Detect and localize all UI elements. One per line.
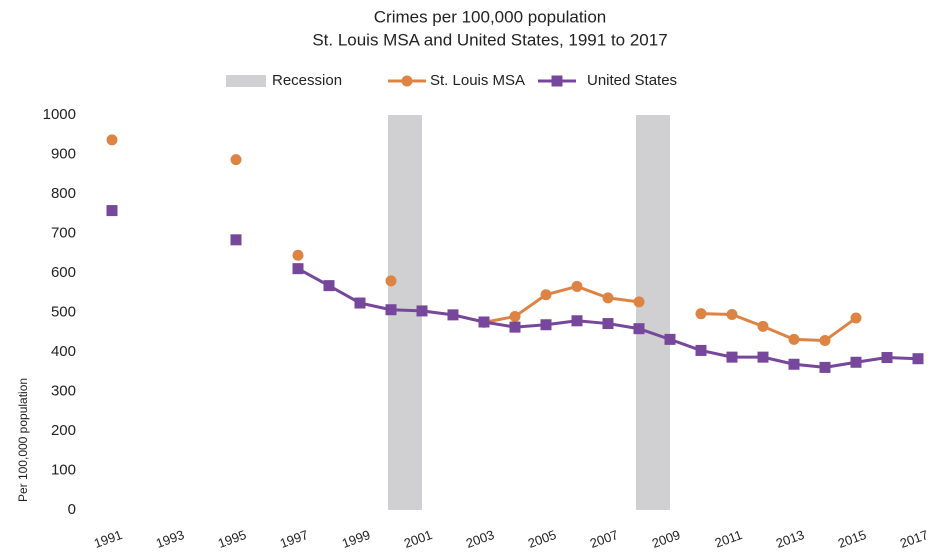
legend-label: United States	[587, 72, 677, 89]
marker	[385, 275, 397, 287]
marker	[788, 358, 800, 370]
legend-label: Recession	[272, 72, 342, 89]
x-tick-label: 1999	[340, 527, 372, 551]
marker	[230, 154, 242, 166]
marker	[571, 315, 583, 327]
x-tick-label: 2017	[898, 527, 930, 551]
marker	[106, 134, 118, 146]
y-tick-label: 700	[51, 224, 76, 241]
x-tick-label: 1997	[278, 527, 310, 551]
marker	[478, 316, 490, 328]
marker	[416, 305, 428, 317]
marker	[447, 309, 459, 321]
marker	[912, 353, 924, 365]
y-tick-label: 500	[51, 303, 76, 320]
y-tick-label: 300	[51, 382, 76, 399]
x-tick-label: 1995	[216, 527, 248, 551]
marker	[881, 352, 893, 364]
legend-marker	[401, 75, 413, 87]
marker	[509, 310, 521, 322]
legend-label: St. Louis MSA	[430, 72, 525, 89]
y-tick-label: 900	[51, 145, 76, 162]
marker	[695, 344, 707, 356]
marker	[819, 361, 831, 373]
legend-marker	[551, 75, 563, 87]
x-tick-label: 1991	[92, 527, 124, 551]
marker	[354, 297, 366, 309]
marker	[540, 289, 552, 301]
marker	[509, 321, 521, 333]
marker	[292, 249, 304, 261]
y-tick-label: 200	[51, 422, 76, 439]
y-axis-title: Per 100,000 population	[16, 378, 30, 502]
marker	[571, 280, 583, 292]
x-tick-label: 2003	[464, 527, 496, 551]
marker	[819, 335, 831, 347]
x-tick-label: 2005	[526, 527, 558, 551]
y-tick-label: 100	[51, 461, 76, 478]
marker	[323, 280, 335, 292]
marker	[850, 312, 862, 324]
y-tick-label: 0	[68, 501, 76, 518]
x-tick-label: 2009	[650, 527, 682, 551]
x-tick-label: 2007	[588, 527, 620, 551]
marker	[633, 323, 645, 335]
marker	[602, 318, 614, 330]
marker	[850, 356, 862, 368]
marker	[788, 333, 800, 345]
y-tick-label: 400	[51, 343, 76, 360]
y-tick-label: 800	[51, 185, 76, 202]
marker	[106, 205, 118, 217]
y-tick-label: 1000	[43, 106, 76, 123]
recession-band	[636, 115, 670, 510]
marker	[633, 296, 645, 308]
x-tick-label: 2001	[402, 527, 434, 551]
x-tick-label: 1993	[154, 527, 186, 551]
marker	[726, 351, 738, 363]
y-tick-label: 600	[51, 264, 76, 281]
x-tick-label: 2015	[836, 527, 868, 551]
marker	[757, 320, 769, 332]
marker	[726, 308, 738, 320]
legend-swatch	[226, 75, 266, 87]
marker	[664, 333, 676, 345]
marker	[757, 351, 769, 363]
x-tick-label: 2013	[774, 527, 806, 551]
marker	[540, 319, 552, 331]
marker	[230, 234, 242, 246]
marker	[602, 292, 614, 304]
chart-title: Crimes per 100,000 population	[374, 7, 606, 26]
chart-subtitle: St. Louis MSA and United States, 1991 to…	[312, 30, 667, 49]
x-tick-label: 2011	[713, 527, 744, 551]
marker	[695, 308, 707, 320]
marker	[292, 263, 304, 275]
marker	[385, 304, 397, 316]
